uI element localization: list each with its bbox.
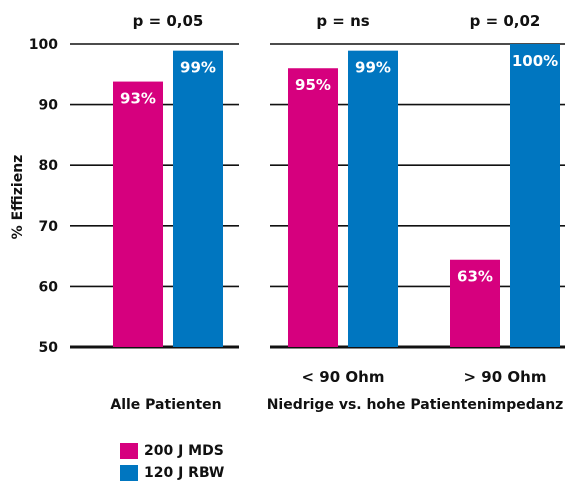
y-tick-label: 80 bbox=[39, 158, 59, 174]
y-tick-label: 70 bbox=[39, 219, 59, 235]
bar-200j-mds bbox=[450, 259, 500, 347]
group-label: > 90 Ohm bbox=[464, 368, 547, 386]
y-axis-label: % Effizienz bbox=[10, 155, 26, 240]
bar-120j-rbw bbox=[173, 50, 223, 347]
legend: 200 J MDS 120 J RBW bbox=[120, 440, 224, 484]
y-tick-label: 60 bbox=[39, 279, 59, 295]
bar-value-label: 95% bbox=[295, 76, 331, 94]
legend-swatch-mds bbox=[120, 443, 138, 459]
y-tick-label: 90 bbox=[39, 98, 59, 114]
bar-120j-rbw bbox=[510, 44, 560, 347]
bar-200j-mds bbox=[288, 68, 338, 348]
bar-120j-rbw bbox=[348, 50, 398, 347]
legend-item-rbw: 120 J RBW bbox=[120, 462, 224, 484]
p-value-label: p = ns bbox=[316, 12, 369, 30]
bar-value-label: 99% bbox=[355, 59, 391, 77]
legend-label-rbw: 120 J RBW bbox=[144, 465, 225, 481]
bar-value-label: 100% bbox=[512, 52, 558, 70]
legend-item-mds: 200 J MDS bbox=[120, 440, 224, 462]
bar-value-label: 93% bbox=[120, 90, 156, 108]
bar-value-label: 63% bbox=[457, 268, 493, 286]
legend-label-mds: 200 J MDS bbox=[144, 443, 224, 459]
y-tick-label: 50 bbox=[39, 340, 59, 356]
p-value-label: p = 0,02 bbox=[470, 12, 541, 30]
bar-200j-mds bbox=[113, 81, 163, 348]
group-label: < 90 Ohm bbox=[302, 368, 385, 386]
y-tick-label: 100 bbox=[29, 37, 58, 53]
panel-caption: Niedrige vs. hohe Patientenimpedanz bbox=[267, 397, 564, 413]
legend-swatch-rbw bbox=[120, 465, 138, 481]
bar-value-label: 99% bbox=[180, 59, 216, 77]
p-value-label: p = 0,05 bbox=[133, 12, 204, 30]
group-label: Alle Patienten bbox=[110, 397, 221, 413]
